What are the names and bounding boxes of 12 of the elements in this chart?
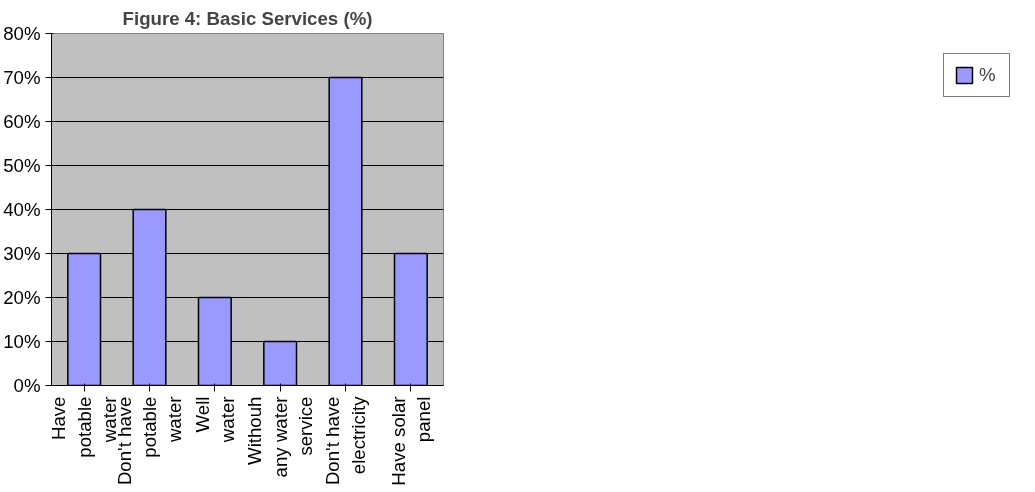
y-tick-label: 50% bbox=[3, 155, 41, 176]
chart-title: Figure 4: Basic Services (%) bbox=[122, 7, 373, 29]
y-tick-label: 40% bbox=[3, 199, 41, 220]
y-tick-label: 80% bbox=[3, 23, 41, 44]
legend-label: % bbox=[979, 64, 997, 86]
y-tick-label: 20% bbox=[3, 287, 41, 308]
x-tick-label: Have solar panel bbox=[387, 396, 434, 486]
y-tick-label: 60% bbox=[3, 111, 41, 132]
y-tick-label: 30% bbox=[3, 243, 41, 264]
y-tick-label: 10% bbox=[3, 331, 41, 352]
y-tick-label: 70% bbox=[3, 67, 41, 88]
y-tick-label: 0% bbox=[13, 375, 41, 396]
